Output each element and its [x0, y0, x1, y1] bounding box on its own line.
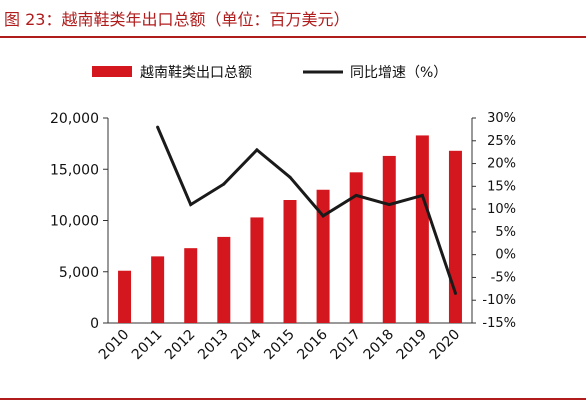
legend-bar-swatch — [92, 66, 132, 77]
y-left-tick-label: 20,000 — [50, 111, 99, 127]
bar-2019 — [415, 135, 429, 323]
growth-point-2012 — [189, 203, 193, 207]
x-tick-labels: 2010201120122013201420152016201720182019… — [96, 326, 463, 363]
y-right-tick-label: 15% — [487, 179, 516, 194]
bottom-rule — [0, 398, 586, 400]
bar-2015 — [283, 200, 297, 323]
bar-2014 — [250, 217, 264, 323]
x-tick-label-2013: 2013 — [195, 327, 232, 364]
y-right-tick-label: -15% — [482, 316, 516, 331]
x-tick-label-2015: 2015 — [261, 327, 298, 364]
growth-point-2020 — [453, 291, 457, 295]
title-underline — [0, 36, 586, 38]
growth-line — [156, 126, 457, 294]
combo-chart: 越南鞋类出口总额 同比增速（%） 0 5,000 10,000 15,000 20,000… — [50, 65, 516, 363]
x-tick-label-2014: 2014 — [228, 326, 265, 363]
y-left-tick-label: 5,000 — [59, 265, 99, 281]
bar-2011 — [151, 256, 165, 323]
y-right-tick-label: 0% — [495, 248, 516, 263]
y-right-tick-label: 10% — [487, 202, 516, 217]
bar-2018 — [382, 155, 396, 323]
x-tick-label-2011: 2011 — [129, 327, 166, 364]
growth-point-2013 — [222, 182, 226, 186]
legend-bar-label: 越南鞋类出口总额 — [140, 65, 252, 81]
bar-2020 — [448, 150, 462, 323]
axes: 0 5,000 10,000 15,000 20,000 -15% -10% -5% 0% 5% 1… — [50, 111, 516, 332]
y-left-tick-label: 10,000 — [50, 214, 99, 230]
bar-2012 — [184, 248, 198, 323]
legend: 越南鞋类出口总额 同比增速（%） — [92, 65, 447, 81]
growth-point-2019 — [420, 193, 424, 197]
y-right-tick-label: 30% — [487, 111, 516, 126]
x-tick-label-2012: 2012 — [162, 327, 199, 364]
y-right-tick-label: 20% — [487, 157, 516, 172]
bar-2016 — [316, 189, 330, 323]
x-tick-label-2019: 2019 — [394, 327, 431, 364]
growth-point-2017 — [354, 193, 358, 197]
y-left-tick-label: 15,000 — [50, 162, 99, 178]
bar-2013 — [217, 236, 231, 323]
growth-point-2014 — [255, 148, 259, 152]
x-tick-label-2018: 2018 — [361, 327, 398, 364]
bar-series — [118, 135, 462, 323]
growth-point-2018 — [387, 203, 391, 207]
x-tick-label-2016: 2016 — [294, 326, 331, 363]
growth-point-2011 — [156, 125, 160, 129]
growth-point-2016 — [321, 214, 325, 218]
y-left-tick-label: 0 — [90, 316, 99, 332]
figure-title: 图 23：越南鞋类年出口总额（单位：百万美元） — [4, 10, 350, 29]
y-right-tick-label: -5% — [491, 270, 516, 285]
x-tick-label-2020: 2020 — [427, 327, 464, 364]
bar-2017 — [349, 172, 363, 323]
bar-2010 — [118, 270, 132, 323]
legend-line-label: 同比增速（%） — [350, 65, 447, 81]
y-right-tick-label: 25% — [487, 134, 516, 149]
growth-point-2015 — [288, 175, 292, 179]
line-series — [156, 125, 457, 295]
y-right-tick-label: 5% — [495, 225, 516, 240]
y-right-tick-label: -10% — [482, 293, 516, 308]
x-tick-label-2010: 2010 — [96, 327, 133, 364]
x-tick-label-2017: 2017 — [327, 327, 364, 364]
